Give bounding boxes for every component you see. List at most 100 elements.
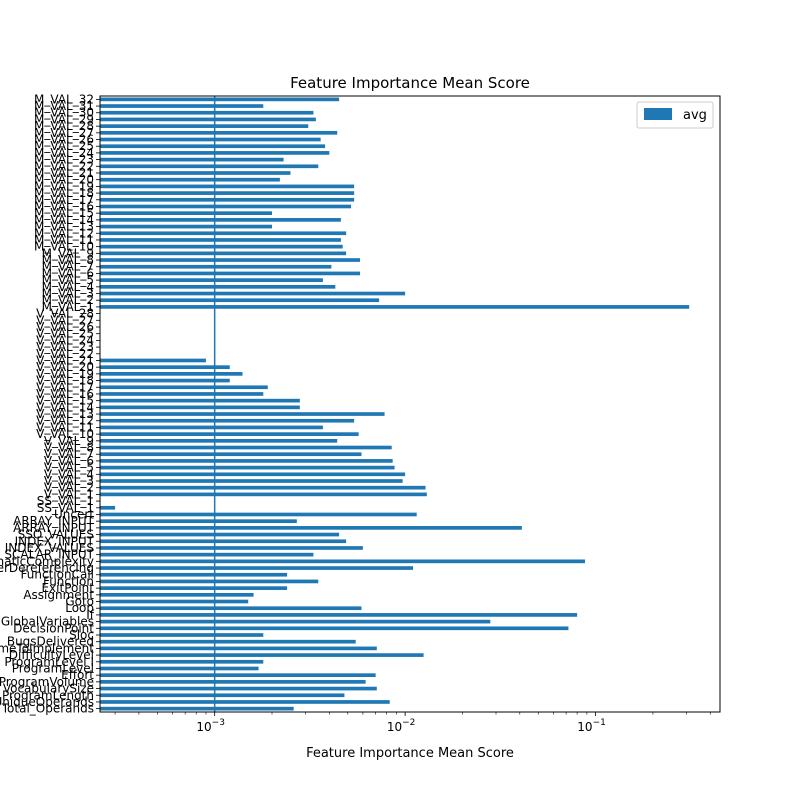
bar-51: [100, 365, 230, 370]
bar-13: [100, 619, 491, 624]
legend-swatch: [644, 108, 672, 120]
y-tick-label-60: M_VAL_1: [42, 300, 94, 314]
y-tick-label-34: V_VAL_3: [44, 474, 94, 488]
bar-9: [100, 646, 377, 651]
y-tick-label-52: V_VAL_21: [36, 353, 94, 367]
bar-46: [100, 398, 300, 403]
bar-89: [100, 110, 314, 115]
y-tick-label-44: V_VAL_13: [36, 407, 94, 421]
bar-84: [100, 144, 326, 149]
bar-43: [100, 418, 355, 423]
y-tick-label-27: ARRAY_INPUT: [13, 521, 95, 535]
y-tick-label-42: V_VAL_11: [36, 420, 94, 434]
y-tick-label-78: M_VAL_19: [34, 179, 94, 193]
y-tick-label-61: M_VAL_2: [42, 293, 94, 307]
bar-19: [100, 579, 319, 584]
y-tick-label-91: M_VAL_32: [34, 92, 94, 106]
bar-80: [100, 171, 291, 175]
y-tick-labels: Total_OperandsUniqueOperandsProgramLengt…: [0, 92, 100, 716]
y-tick-label-28: ARRAY_INPUT: [13, 514, 95, 528]
y-tick-label-65: M_VAL_6: [42, 266, 94, 280]
bar-42: [100, 425, 323, 430]
y-tick-label-70: M_VAL_11: [34, 233, 94, 247]
y-tick-label-0: Total_Operands: [1, 702, 94, 716]
y-tick-label-59: V_VAL_28: [36, 307, 94, 321]
y-tick-label-33: V_VAL_2: [44, 481, 94, 495]
bar-2: [100, 693, 345, 698]
bar-26: [100, 532, 340, 537]
bar-28: [100, 519, 297, 524]
bar-63: [100, 284, 336, 289]
chart-title: Feature Importance Mean Score: [290, 74, 530, 92]
bar-85: [100, 137, 321, 142]
legend: avg: [636, 101, 714, 129]
x-tick-labels: 10−3 10−2 10−1: [114, 712, 711, 734]
y-tick-label-7: ProgramLevel I: [4, 655, 94, 669]
x-tick-label-0: 10−3: [196, 718, 225, 734]
bar-77: [100, 191, 355, 195]
bar-65: [100, 271, 361, 276]
y-tick-label-20: FunctionCall: [21, 568, 94, 582]
y-tick-label-21: PointerDereferencing: [0, 561, 94, 575]
bar-40: [100, 438, 338, 443]
y-tick-label-53: V_VAL_22: [36, 347, 94, 361]
bar-61: [100, 298, 380, 303]
y-tick-label-84: M_VAL_25: [34, 139, 94, 153]
bar-79: [100, 177, 280, 182]
y-tick-label-14: If: [86, 608, 95, 622]
bar-90: [100, 104, 264, 108]
y-tick-label-69: M_VAL_10: [34, 240, 94, 254]
bar-6: [100, 666, 259, 671]
y-tick-label-46: V_VAL_15: [36, 394, 94, 408]
y-tick-label-41: V_VAL_10: [36, 427, 94, 441]
bar-87: [100, 124, 309, 128]
y-tick-label-25: INDEX_INPUT: [15, 534, 95, 548]
y-tick-label-50: V_VAL_19: [36, 367, 94, 381]
bar-18: [100, 586, 288, 590]
y-tick-label-55: V_VAL_24: [36, 333, 94, 347]
y-tick-label-22: CyclomaticComplexity: [0, 554, 94, 568]
bar-36: [100, 465, 395, 470]
y-tick-label-8: DifficultyLevel: [9, 648, 94, 662]
y-tick-label-24: INDEX_VALUES: [5, 541, 94, 555]
bar-44: [100, 412, 385, 416]
bar-81: [100, 164, 319, 169]
y-tick-label-18: ExitPoint: [41, 581, 94, 595]
y-tick-label-83: M_VAL_24: [34, 146, 94, 160]
bar-8: [100, 653, 424, 657]
y-tick-label-48: V_VAL_17: [36, 380, 94, 394]
bar-30: [100, 505, 116, 510]
bar-50: [100, 372, 243, 376]
bar-14: [100, 613, 578, 617]
bar-24: [100, 546, 363, 550]
bar-68: [100, 251, 347, 256]
bar-1: [100, 700, 390, 704]
y-tick-label-43: V_VAL_12: [36, 414, 94, 428]
bar-10: [100, 639, 356, 644]
bar-7: [100, 659, 264, 664]
y-tick-label-49: V_VAL_18: [36, 374, 94, 388]
y-tick-label-16: Goto: [65, 595, 94, 609]
bar-37: [100, 459, 393, 463]
bar-33: [100, 485, 426, 490]
y-tick-label-90: M_VAL_31: [34, 99, 94, 113]
y-tick-label-15: Loop: [65, 601, 94, 615]
y-tick-label-17: Assignment: [23, 588, 94, 602]
y-tick-label-85: M_VAL_26: [34, 133, 94, 147]
y-tick-label-19: Function: [43, 574, 94, 588]
y-tick-label-38: V_VAL_7: [44, 447, 94, 461]
bar-75: [100, 204, 352, 209]
y-tick-label-88: M_VAL_29: [34, 112, 94, 126]
bar-16: [100, 599, 249, 604]
y-tick-label-47: V_VAL_16: [36, 387, 94, 401]
y-tick-label-29: Uncert: [54, 507, 94, 521]
y-tick-label-40: V_VAL_9: [44, 434, 94, 448]
bars-group: [100, 97, 690, 711]
y-tick-label-35: V_VAL_4: [44, 467, 94, 481]
axes-frame: [99, 95, 721, 713]
bar-25: [100, 539, 347, 544]
y-tick-label-74: M_VAL_15: [34, 206, 94, 220]
bar-49: [100, 378, 230, 383]
bar-73: [100, 218, 341, 222]
bar-12: [100, 626, 569, 631]
